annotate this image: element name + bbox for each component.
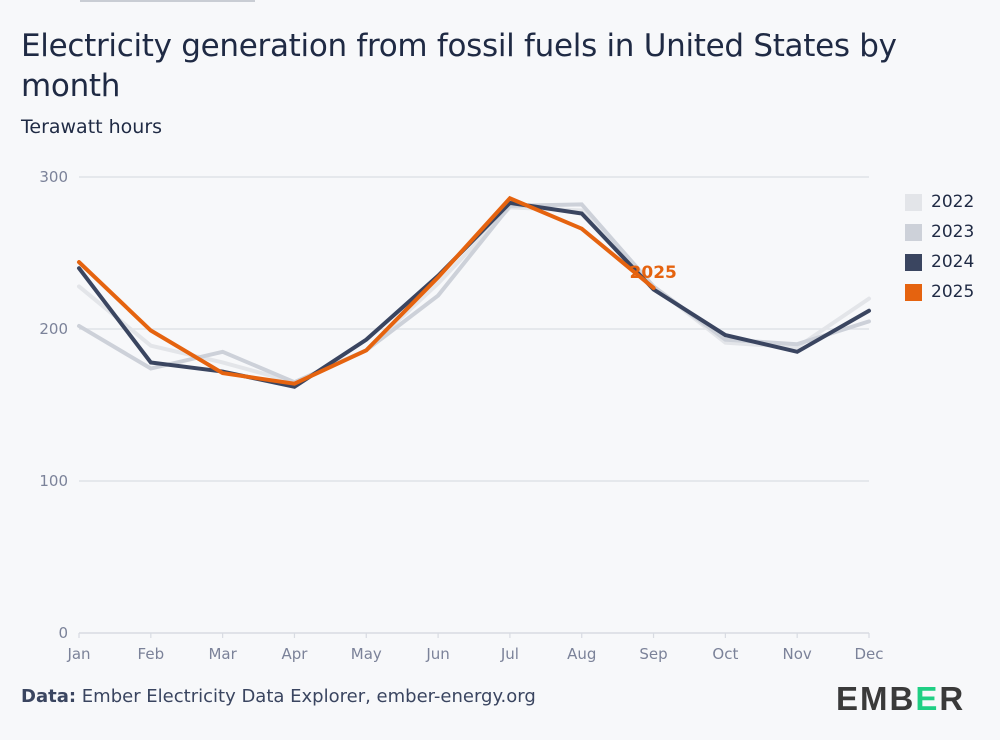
x-tick-label: Dec [854, 645, 883, 663]
legend-item-2024: 2024 [905, 247, 974, 277]
x-tick-label: Sep [639, 645, 667, 663]
logo-letter-accent: E [915, 680, 940, 717]
source-label: Data: [21, 686, 77, 707]
y-axis: 0 100 200 300 [39, 168, 68, 642]
logo-letter: M [860, 680, 890, 717]
y-tick-label: 100 [39, 472, 68, 490]
legend-label: 2025 [931, 282, 975, 302]
y-tick-label: 0 [58, 624, 68, 642]
x-tick-label: Aug [567, 645, 596, 663]
logo-letter: E [836, 680, 861, 717]
x-tick-label: Jul [500, 645, 519, 663]
legend-swatch [905, 193, 922, 211]
legend-item-2023: 2023 [905, 217, 974, 247]
logo-letter: B [889, 680, 916, 717]
source-text: Ember Electricity Data Explorer, ember-e… [81, 686, 536, 707]
series-line-2025 [77, 195, 656, 386]
series-end-label: 2025 [630, 263, 677, 283]
x-tick-label: May [351, 645, 382, 663]
source-note: Data: Ember Electricity Data Explorer, e… [21, 686, 536, 707]
legend-swatch [905, 283, 922, 301]
x-tick-label: Jun [425, 645, 449, 663]
series-line-2022 [77, 205, 871, 385]
x-axis: Jan Feb Mar Apr May Jun Jul Aug Sep Oct Nov Dec [66, 633, 884, 663]
legend-swatch [905, 223, 922, 241]
legend-label: 2024 [931, 252, 975, 272]
y-tick-label: 300 [39, 168, 68, 186]
x-tick-label: Jan [66, 645, 90, 663]
x-tick-label: Nov [783, 645, 812, 663]
legend-swatch [905, 253, 922, 271]
legend-item-2025: 2025 [905, 277, 974, 307]
series-line-2023 [77, 202, 871, 385]
chart-title: Electricity generation from fossil fuels… [21, 28, 897, 104]
top-divider [80, 0, 255, 2]
legend: 2022 2023 2024 2025 [905, 187, 974, 307]
x-tick-label: Apr [281, 645, 308, 663]
x-tick-label: Feb [138, 645, 165, 663]
annotations: 2025 [630, 263, 677, 283]
series-lines [77, 195, 871, 389]
x-tick-label: Mar [208, 645, 237, 663]
logo-letter: R [939, 680, 966, 717]
legend-label: 2022 [931, 192, 975, 212]
gridlines [79, 176, 869, 634]
y-tick-label: 200 [39, 320, 68, 338]
legend-item-2022: 2022 [905, 187, 974, 217]
chart-subtitle: Terawatt hours [21, 116, 163, 138]
ember-logo: EMBER [836, 680, 965, 718]
x-tick-label: Oct [712, 645, 738, 663]
legend-label: 2023 [931, 222, 975, 242]
